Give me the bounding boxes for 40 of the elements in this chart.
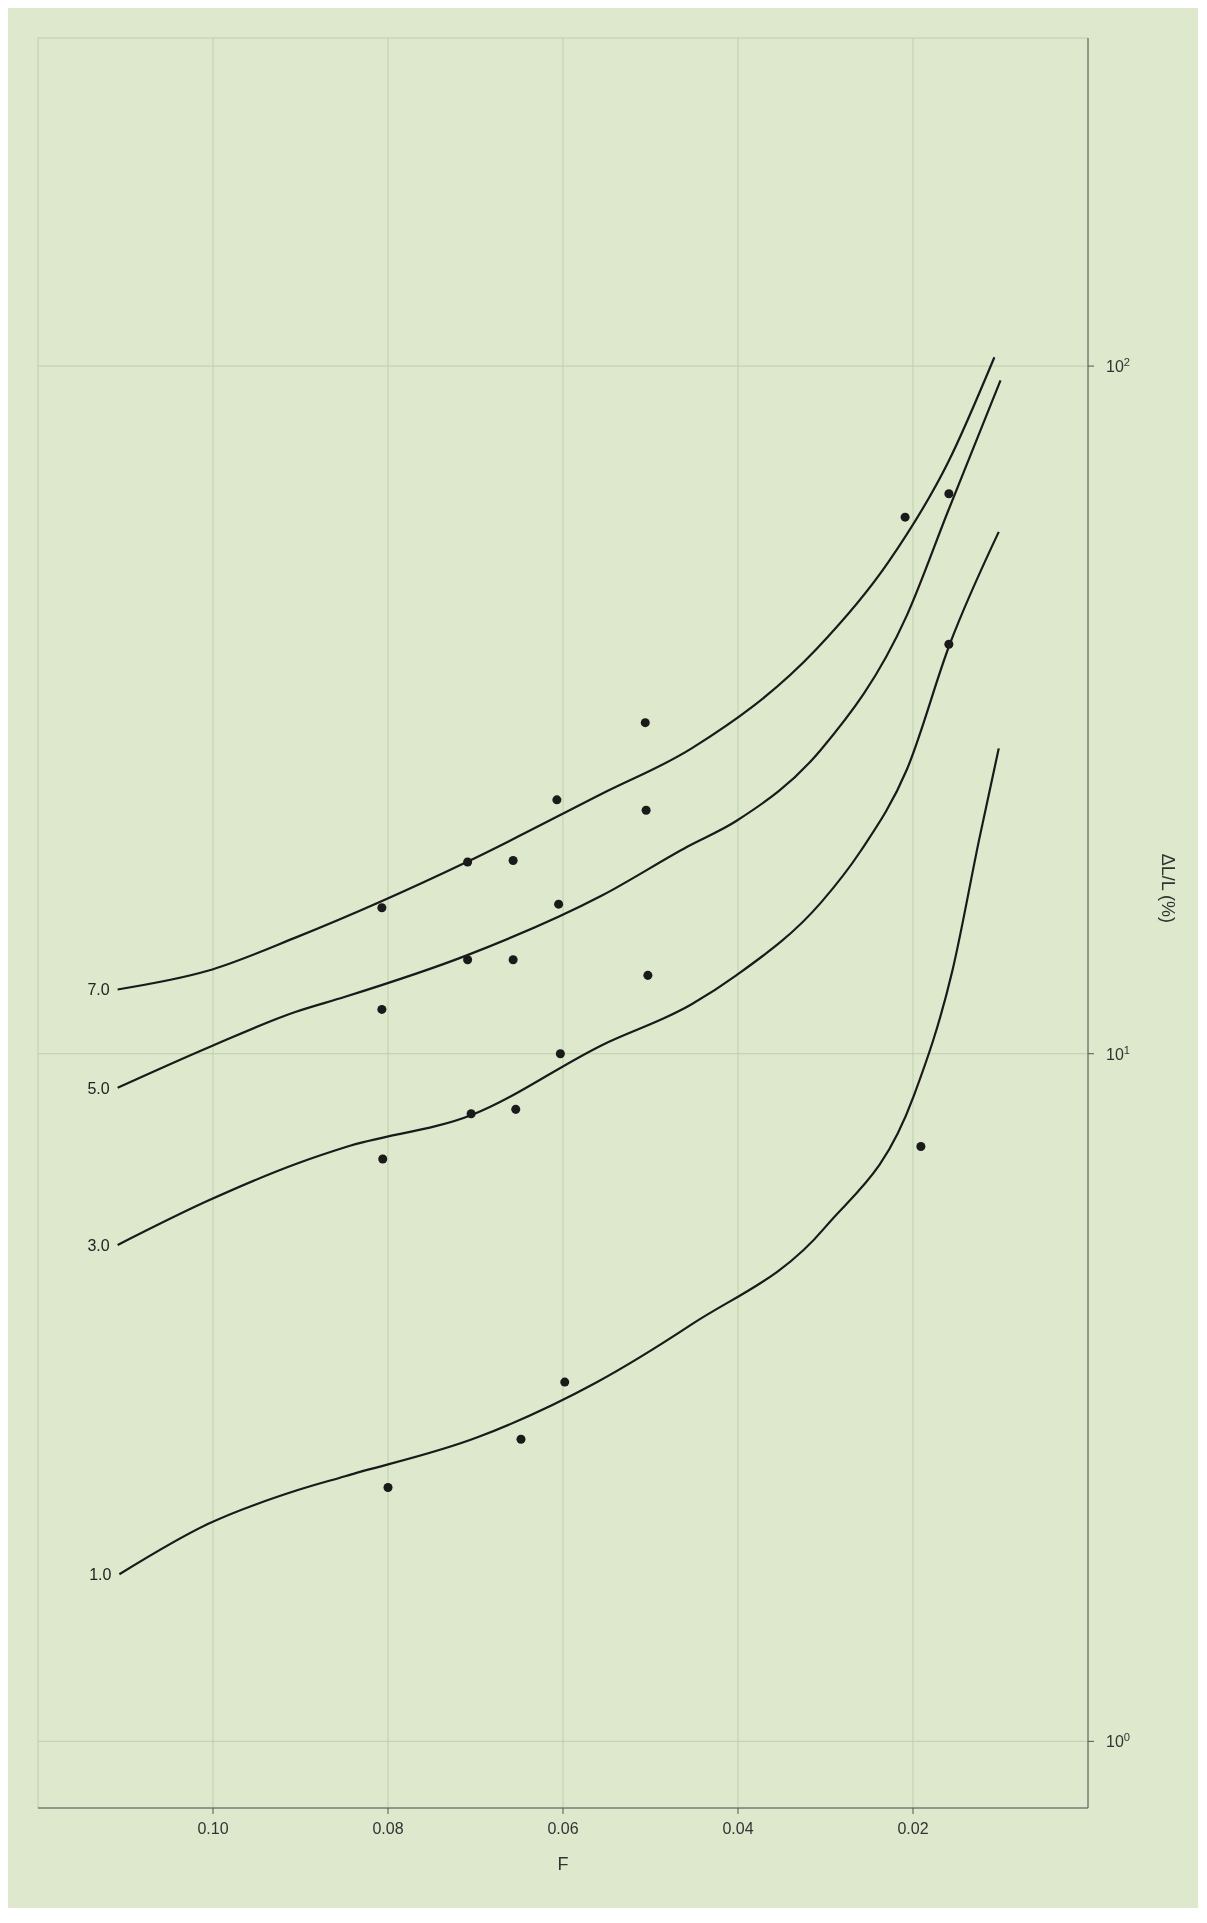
y-tick-label: 10$^{2}$ (1106, 356, 1131, 376)
line-series (118, 747, 1000, 1576)
point (378, 1154, 388, 1164)
point (377, 903, 387, 913)
x-axis-title: F (557, 1854, 569, 1874)
point (560, 1377, 570, 1387)
point (377, 1004, 387, 1014)
series-label: 7.0 (87, 981, 110, 999)
y-tick-label: 10$^{1}$ (1106, 1043, 1131, 1063)
x-tick-label: 0.02 (897, 1820, 929, 1837)
line-series (116, 530, 1000, 1247)
x-tick-label: 0.10 (197, 1820, 229, 1837)
point (552, 795, 562, 805)
x-tick-label: 0.04 (722, 1820, 754, 1837)
point (508, 955, 518, 965)
point (466, 1109, 476, 1119)
y-tick-label: 10$^{0}$ (1106, 1731, 1131, 1751)
point (383, 1482, 393, 1492)
series-label: 1.0 (89, 1566, 112, 1584)
point (944, 489, 954, 499)
point (944, 639, 954, 649)
point (508, 855, 518, 865)
point (641, 805, 651, 815)
x-tick-label: 0.08 (372, 1820, 404, 1837)
point (554, 899, 564, 909)
point (511, 1104, 521, 1114)
point (463, 857, 473, 867)
x-tick-label: 0.06 (547, 1820, 579, 1837)
point (463, 955, 473, 965)
point (916, 1141, 926, 1151)
line-series (116, 379, 1002, 1089)
series-label: 5.0 (87, 1079, 110, 1097)
y-axis-title: ΔL/L (%) (1157, 853, 1178, 923)
series-label: 3.0 (87, 1237, 110, 1255)
point (555, 1049, 565, 1059)
point (640, 718, 650, 728)
point (900, 512, 910, 522)
point (643, 970, 653, 980)
point (516, 1434, 526, 1444)
line-series (116, 356, 996, 991)
